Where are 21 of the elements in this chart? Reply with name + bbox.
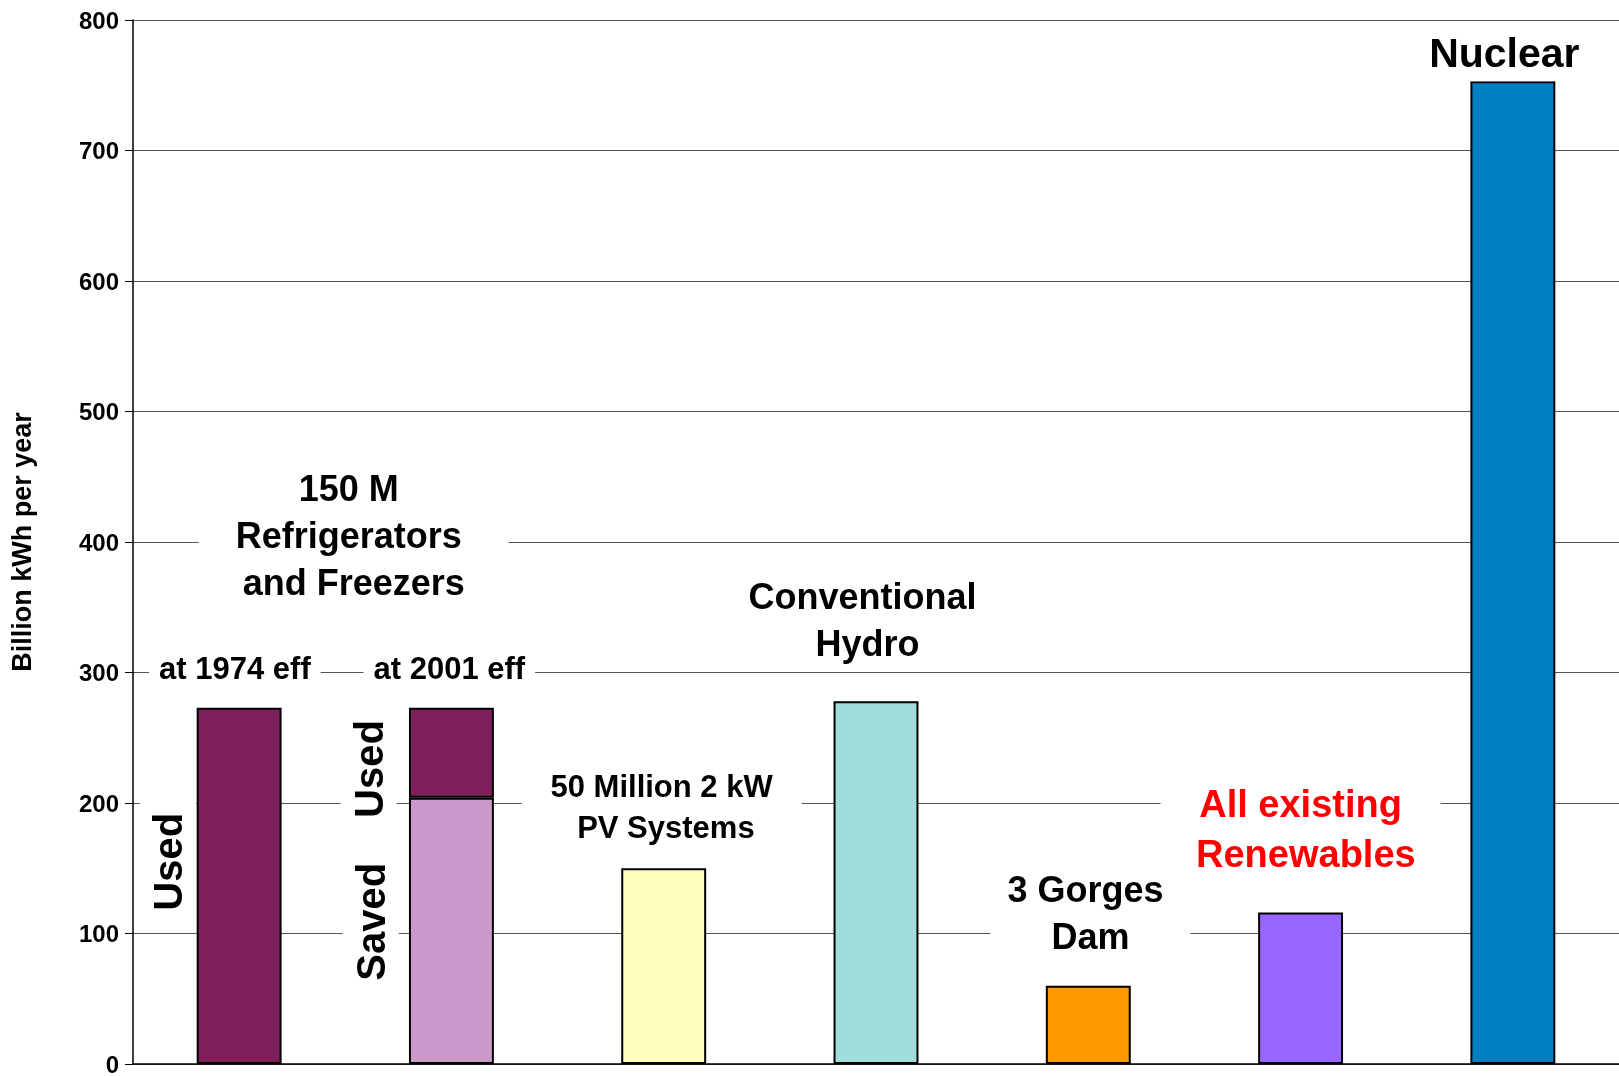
annotation: 150 M Refrigerators and Freezers (235, 468, 472, 603)
annotation: Used (346, 720, 391, 818)
annotation: Nuclear (1429, 29, 1580, 76)
y-tick-label: 200 (78, 789, 119, 817)
y-tick-label: 600 (78, 267, 119, 295)
annotation: Conventional Hydro (748, 576, 987, 665)
y-tick-label: 100 (78, 920, 119, 947)
annotation: All existing Renewables (1185, 783, 1416, 875)
y-tick-label: 500 (78, 398, 119, 425)
annotation: 3 Gorges Dam (1007, 868, 1174, 957)
y-tick-label: 700 (78, 137, 119, 164)
y-axis-title: Billion kWh per year (6, 411, 37, 672)
y-tick-label: 300 (78, 659, 119, 686)
annotation: 50 Million 2 kW PV Systems (550, 769, 774, 845)
annotation: at 2001 eff (373, 651, 526, 687)
annotation: at 1974 eff (159, 651, 312, 687)
annotation: Saved (348, 862, 393, 981)
y-tick-label: 800 (78, 6, 119, 34)
y-tick-label: 400 (78, 528, 119, 556)
y-tick-label: 0 (105, 1050, 119, 1076)
annotation: Used (146, 812, 191, 911)
